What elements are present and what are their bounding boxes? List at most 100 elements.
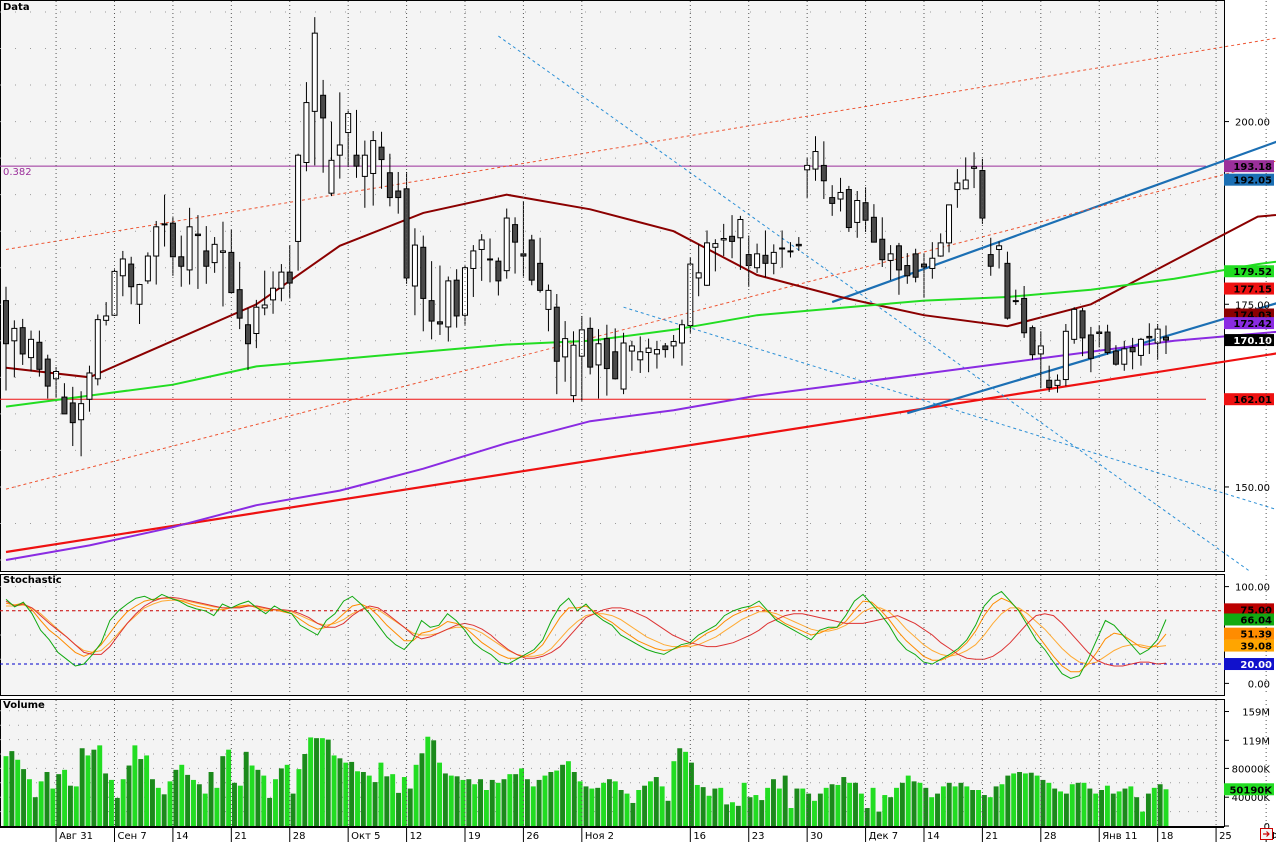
price-badge-label: 170.10: [1233, 336, 1272, 347]
volume-bar: [513, 774, 519, 826]
stochastic-badge: 51.39: [1224, 627, 1274, 641]
x-axis-label: Авг 31: [59, 831, 93, 842]
volume-bar: [536, 779, 542, 826]
volume-bar: [273, 779, 278, 826]
volume-bar: [618, 790, 624, 826]
stochastic-badge: 39.08: [1224, 639, 1274, 653]
candle-body: [812, 151, 819, 170]
volume-bar: [343, 762, 349, 826]
volume-bar: [278, 768, 284, 826]
volume-bar: [249, 765, 255, 826]
candle-body: [587, 327, 594, 368]
candle: [637, 336, 644, 373]
candle-body: [19, 327, 26, 355]
volume-bar: [232, 782, 237, 826]
candle: [1054, 374, 1061, 393]
stochastic-badge-bg: [1224, 603, 1274, 616]
candle-body: [779, 247, 786, 250]
candle-body: [253, 306, 260, 335]
price-badge-label: 162.01: [1233, 395, 1272, 406]
candle: [219, 221, 226, 307]
volume-bar: [806, 793, 812, 826]
price-axis-label: 175.00: [1235, 300, 1270, 311]
stochastic-panel-title: Stochastic: [3, 575, 62, 586]
volume-bar: [372, 782, 378, 826]
candle-body: [987, 254, 994, 267]
candle: [704, 230, 711, 286]
stochastic-badge: 20.00: [1224, 658, 1274, 671]
stochastic-lines: [5, 590, 1167, 680]
candle: [795, 237, 802, 251]
candle: [11, 320, 18, 378]
price-badge-label: 172.42: [1233, 319, 1272, 330]
volume-bar: [788, 808, 794, 826]
volume-bar: [747, 797, 753, 826]
volume-bar: [1128, 786, 1134, 826]
volume-bar: [706, 795, 712, 826]
volume-bar: [355, 771, 360, 826]
volume-bar: [419, 753, 425, 826]
candle: [645, 338, 652, 373]
x-axis-label: 12: [410, 831, 423, 842]
volume-bar: [208, 772, 214, 826]
candle: [762, 230, 769, 278]
candle-body: [353, 154, 360, 167]
candle: [2, 286, 10, 391]
volume-bar: [876, 811, 882, 826]
candle-body: [495, 260, 502, 282]
candle-body: [971, 166, 978, 169]
volume-bar: [331, 755, 337, 826]
candle-body: [520, 253, 527, 257]
candle: [370, 131, 377, 206]
volume-bar: [835, 784, 841, 826]
candle-body: [428, 300, 435, 322]
candle-body: [912, 253, 919, 278]
candle: [729, 215, 736, 259]
x-axis-label: 26: [526, 831, 539, 842]
volume-bar: [85, 755, 91, 826]
candle: [528, 234, 535, 286]
trend-line: [5, 160, 1276, 490]
volume-bar: [396, 792, 401, 826]
volume-bar: [976, 790, 981, 826]
candle-body: [144, 255, 151, 282]
candle-body: [1162, 336, 1170, 341]
candle-body: [829, 197, 836, 204]
candle: [962, 157, 969, 190]
candle: [336, 92, 343, 179]
candle: [411, 228, 418, 316]
volume-bar: [571, 772, 577, 826]
candle-body: [436, 321, 443, 325]
candle: [595, 329, 602, 399]
candle-body: [2, 300, 10, 345]
candle: [1071, 307, 1078, 344]
volume-bar: [126, 765, 132, 826]
trend-line: [5, 352, 1276, 554]
candle: [812, 136, 819, 181]
volume-bar: [671, 761, 677, 826]
volume-bar: [384, 776, 390, 826]
volume-bar: [724, 804, 730, 826]
candle-body: [1021, 297, 1028, 334]
candle: [44, 354, 51, 399]
candle-body: [653, 349, 660, 355]
candle: [78, 391, 85, 457]
x-axis-label: 25: [1219, 831, 1232, 842]
candle-body: [169, 222, 176, 258]
volume-bar: [993, 786, 999, 826]
price-badge: 170.10: [1224, 334, 1274, 347]
candle-body: [628, 345, 635, 352]
x-axis-label: 16: [693, 831, 706, 842]
candle-body: [603, 338, 610, 370]
candle: [178, 235, 185, 287]
expand-icon[interactable]: [1260, 828, 1273, 840]
volume-bar: [466, 779, 472, 826]
stochastic-badge-bg: [1224, 627, 1274, 640]
candle-body: [445, 280, 452, 328]
volume-bar: [489, 779, 495, 826]
stochastic-badge: 75.00: [1224, 603, 1274, 616]
volume-bar: [554, 770, 560, 826]
price-panel: Data 0.382: [0, 0, 1276, 572]
volume-bar: [1075, 782, 1081, 826]
